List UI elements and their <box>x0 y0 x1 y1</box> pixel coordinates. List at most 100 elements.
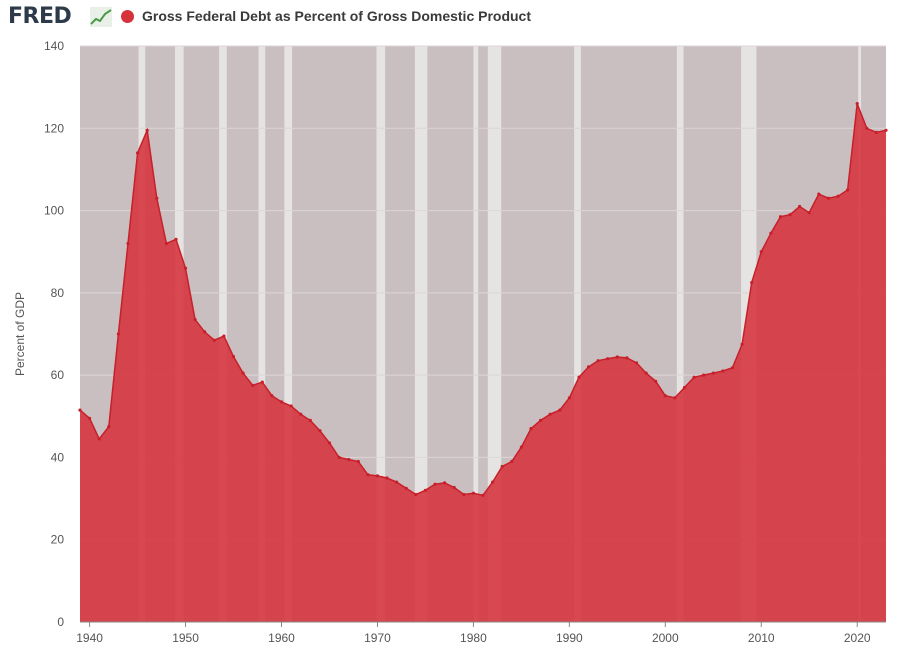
data-point <box>433 482 437 486</box>
data-point <box>519 445 524 449</box>
data-point <box>817 192 821 196</box>
y-tick-label: 60 <box>51 368 65 382</box>
data-point <box>567 396 572 400</box>
data-point <box>778 215 783 219</box>
data-point <box>136 151 140 155</box>
data-point <box>586 365 591 369</box>
recession-band <box>219 46 227 622</box>
data-point <box>97 437 101 441</box>
data-point <box>241 371 245 375</box>
data-point <box>222 334 226 338</box>
data-point <box>471 491 475 495</box>
data-point <box>107 425 111 429</box>
data-point <box>145 128 149 132</box>
data-point <box>788 213 792 217</box>
data-point <box>385 476 389 480</box>
data-point <box>126 241 130 246</box>
data-point <box>855 102 859 106</box>
data-point <box>174 237 178 241</box>
data-point <box>644 371 648 375</box>
data-point <box>634 361 639 365</box>
x-tick-label: 1970 <box>364 631 391 645</box>
data-point <box>443 481 447 485</box>
recession-band <box>284 46 293 622</box>
data-point <box>615 355 619 359</box>
data-point <box>759 250 763 254</box>
data-point <box>356 459 360 464</box>
series-area <box>80 103 886 623</box>
y-axis-label: Percent of GDP <box>13 292 27 376</box>
chart-title: Gross Federal Debt as Percent of Gross D… <box>142 8 532 24</box>
data-point <box>212 338 216 342</box>
data-point <box>702 373 706 377</box>
data-point <box>846 188 850 192</box>
chart-header: FRED Gross Federal Debt as Percent of Gr… <box>0 0 900 36</box>
data-point <box>529 427 533 431</box>
data-point <box>299 412 303 416</box>
data-point <box>654 379 658 383</box>
data-point <box>836 194 840 198</box>
recession-band <box>473 46 479 622</box>
data-point <box>414 492 418 497</box>
y-tick-label: 80 <box>51 286 65 300</box>
x-tick-label: 2010 <box>748 631 775 645</box>
x-tick-label: 1990 <box>556 631 583 645</box>
data-point <box>721 369 725 373</box>
data-point <box>539 418 543 422</box>
data-point <box>826 196 831 200</box>
data-point <box>327 441 332 445</box>
data-point <box>347 457 351 462</box>
data-point <box>625 356 629 360</box>
data-point <box>318 429 322 433</box>
data-point <box>730 366 735 370</box>
data-point <box>116 332 120 336</box>
data-point <box>289 404 293 408</box>
x-tick-label: 1960 <box>268 631 295 645</box>
data-point <box>673 396 677 400</box>
data-point <box>491 480 495 484</box>
recession-band <box>676 46 684 622</box>
data-point <box>865 126 869 130</box>
data-point <box>769 231 773 235</box>
legend-marker <box>121 10 134 23</box>
x-tick-label: 2020 <box>844 631 871 645</box>
data-point <box>251 383 255 387</box>
data-point <box>462 492 466 497</box>
data-point <box>740 342 744 346</box>
data-point <box>481 493 485 497</box>
data-point <box>203 330 207 334</box>
data-point <box>692 375 696 379</box>
fred-logo[interactable]: FRED <box>8 4 72 29</box>
x-tick-label: 1980 <box>460 631 487 645</box>
data-point <box>807 211 811 215</box>
recession-band <box>414 46 428 622</box>
data-point <box>279 400 284 404</box>
y-tick-label: 0 <box>57 615 64 629</box>
x-tick-label: 1950 <box>172 631 199 645</box>
y-tick-label: 100 <box>44 204 64 218</box>
data-point <box>596 359 600 363</box>
data-point <box>193 318 197 322</box>
data-point <box>270 394 274 398</box>
data-point <box>606 357 610 361</box>
y-tick-label: 140 <box>44 39 64 53</box>
data-point <box>798 204 802 209</box>
data-point <box>164 241 168 246</box>
data-point <box>231 355 236 359</box>
data-point <box>155 196 159 200</box>
recession-band <box>258 46 266 622</box>
x-tick-label: 2000 <box>652 631 679 645</box>
recession-band <box>376 46 386 622</box>
data-point <box>558 408 562 412</box>
data-point <box>884 128 888 132</box>
data-point <box>404 486 408 490</box>
data-point <box>337 455 341 459</box>
y-tick-label: 20 <box>51 533 65 547</box>
data-point <box>366 473 370 477</box>
x-tick-label: 1940 <box>76 631 103 645</box>
data-point <box>510 459 514 464</box>
data-point <box>577 375 581 379</box>
data-point <box>183 266 188 270</box>
line-chart-icon <box>90 7 112 27</box>
